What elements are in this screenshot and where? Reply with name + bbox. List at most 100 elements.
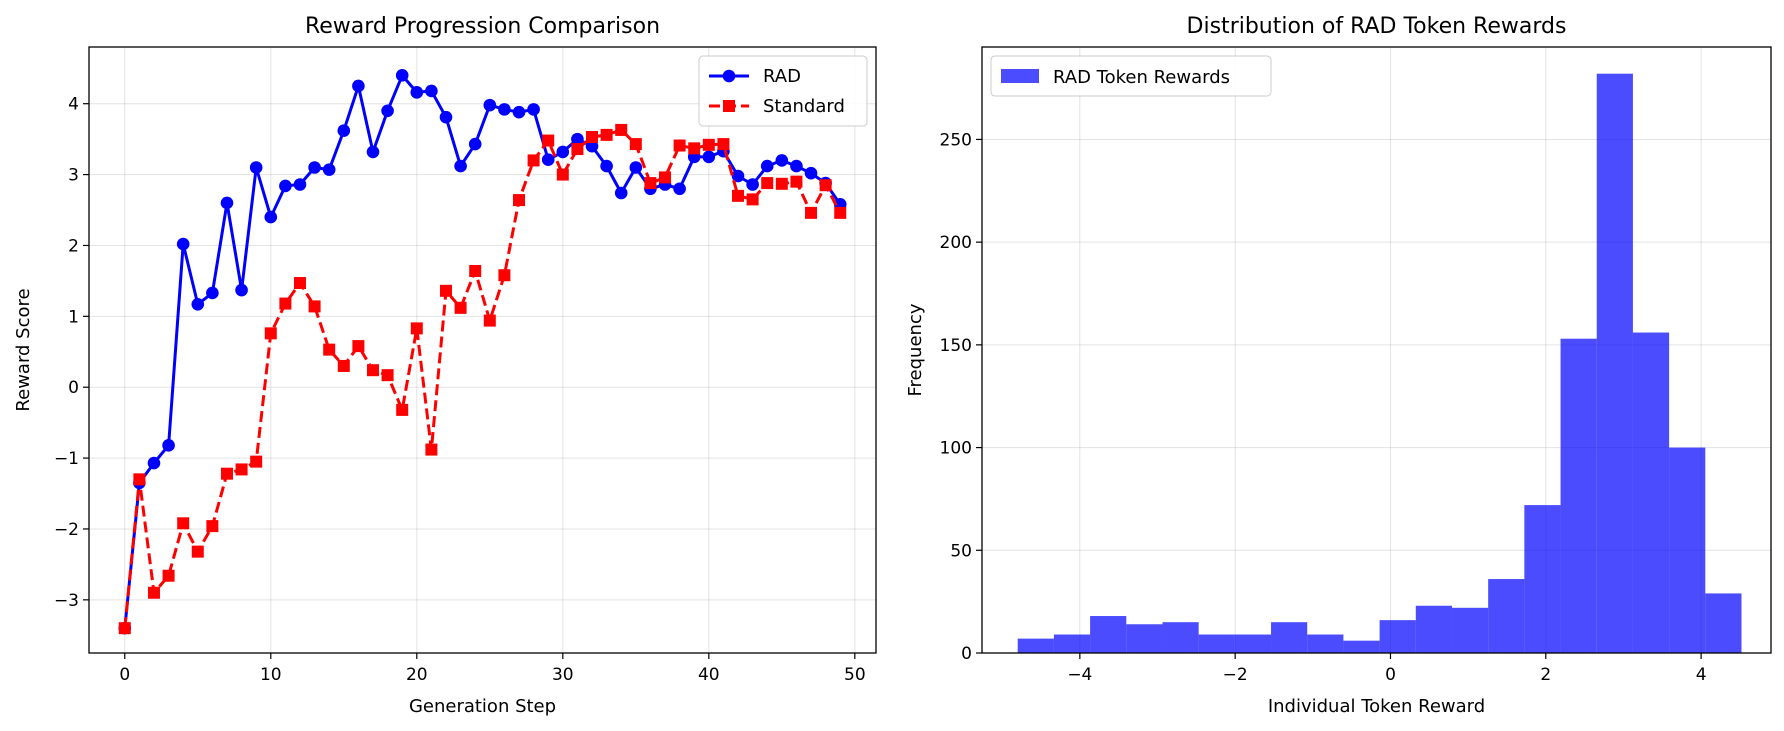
- data-point-standard: [571, 143, 584, 156]
- x-axis-label: Individual Token Reward: [1268, 696, 1485, 717]
- data-point-rad: [235, 283, 248, 297]
- token-reward-histogram: −4 −2 0 2 4 0 50 100 150 200 250 Distribution of RA…: [905, 14, 1772, 717]
- data-point-rad: [454, 159, 467, 173]
- data-point-rad: [673, 182, 686, 196]
- data-point-rad: [775, 154, 789, 167]
- data-point-rad: [206, 286, 219, 300]
- histogram-bar: [1198, 634, 1235, 653]
- x-tick-label: −2: [1223, 665, 1248, 685]
- data-point-rad: [425, 84, 438, 98]
- data-point-standard: [615, 123, 628, 136]
- data-point-standard: [556, 168, 569, 181]
- x-tick-label: 0: [1385, 665, 1396, 685]
- axes-frame: [981, 46, 1772, 654]
- data-point-standard: [410, 322, 423, 335]
- data-point-rad: [629, 161, 643, 174]
- data-point-standard: [352, 340, 365, 353]
- data-point-standard: [834, 206, 847, 219]
- data-point-standard: [498, 269, 511, 282]
- data-point-rad: [541, 153, 555, 166]
- data-point-rad: [352, 79, 365, 93]
- data-point-standard: [133, 473, 146, 486]
- legend-swatch: [1001, 69, 1039, 83]
- data-point-standard: [235, 463, 248, 476]
- data-point-standard: [819, 179, 832, 192]
- data-point-standard: [454, 301, 467, 314]
- data-point-standard: [293, 277, 306, 290]
- data-point-standard: [629, 138, 642, 151]
- legend-box: [990, 55, 1272, 97]
- data-point-standard: [483, 314, 496, 327]
- x-tick-label: 40: [698, 665, 720, 685]
- data-point-rad: [381, 104, 394, 118]
- data-point-standard: [790, 175, 803, 188]
- histogram-bar: [1415, 605, 1452, 653]
- x-tick-label: 20: [406, 665, 428, 685]
- y-tick-label: 2: [68, 236, 79, 256]
- data-point-rad: [220, 196, 234, 210]
- histogram-bar: [1053, 634, 1091, 653]
- data-point-standard: [761, 177, 774, 190]
- data-point-standard: [600, 128, 613, 141]
- data-point-standard: [308, 300, 321, 313]
- data-point-rad: [366, 145, 380, 159]
- histogram-bar: [1307, 634, 1344, 653]
- data-point-rad: [162, 439, 175, 452]
- data-point-standard: [250, 455, 263, 468]
- chart-title: Distribution of RAD Token Rewards: [1187, 14, 1567, 39]
- data-point-standard: [191, 545, 204, 558]
- axes-frame: [88, 46, 877, 654]
- histogram-bar: [1017, 638, 1054, 653]
- x-tick-label: 0: [119, 665, 130, 685]
- data-point-rad: [483, 98, 497, 112]
- data-point-standard: [527, 154, 540, 167]
- data-point-rad: [498, 103, 511, 116]
- x-tick-label: 2: [1540, 665, 1551, 685]
- data-point-rad: [571, 132, 584, 146]
- data-point-standard: [702, 138, 715, 151]
- histogram-bar: [1524, 505, 1561, 653]
- data-point-rad: [176, 237, 190, 251]
- y-tick-label: 1: [68, 307, 79, 327]
- data-point-rad: [337, 124, 351, 137]
- x-tick-label: 50: [844, 665, 866, 685]
- histogram-bar: [1090, 616, 1127, 653]
- legend-box: [698, 55, 868, 127]
- data-point-standard: [279, 297, 292, 310]
- data-point-rad: [556, 145, 570, 159]
- data-point-standard: [673, 139, 686, 152]
- histogram-bar: [1560, 338, 1597, 653]
- data-point-standard: [513, 194, 526, 207]
- y-tick-label: 0: [68, 378, 79, 398]
- data-point-standard: [542, 134, 555, 147]
- histogram-bar: [1379, 620, 1416, 653]
- x-tick-label: 30: [552, 665, 574, 685]
- histogram-bar: [1488, 579, 1525, 653]
- histogram-bar: [1705, 593, 1742, 653]
- data-point-rad: [702, 150, 716, 164]
- data-point-rad: [264, 210, 278, 224]
- legend-marker-rad: [722, 69, 736, 83]
- histogram-bar: [1596, 73, 1633, 654]
- data-point-rad: [308, 161, 321, 174]
- y-tick-label: −3: [54, 591, 79, 611]
- y-tick-label: 150: [940, 336, 972, 356]
- legend-label: RAD Token Rewards: [1053, 67, 1230, 88]
- data-point-rad: [293, 178, 307, 191]
- data-point-rad: [439, 110, 453, 124]
- y-tick-label: −2: [54, 520, 79, 540]
- y-tick-label: 4: [68, 95, 79, 115]
- data-point-rad: [279, 179, 292, 193]
- data-point-standard: [264, 327, 277, 340]
- legend-label-standard: Standard: [763, 96, 845, 117]
- histogram-bar: [1271, 622, 1308, 653]
- data-point-rad: [249, 161, 263, 174]
- data-point-standard: [366, 364, 379, 377]
- data-point-standard: [381, 369, 394, 382]
- data-point-standard: [439, 284, 452, 297]
- data-point-standard: [586, 131, 599, 144]
- data-point-standard: [775, 177, 788, 190]
- data-point-rad: [790, 159, 803, 173]
- legend: RAD Token Rewards: [990, 55, 1272, 97]
